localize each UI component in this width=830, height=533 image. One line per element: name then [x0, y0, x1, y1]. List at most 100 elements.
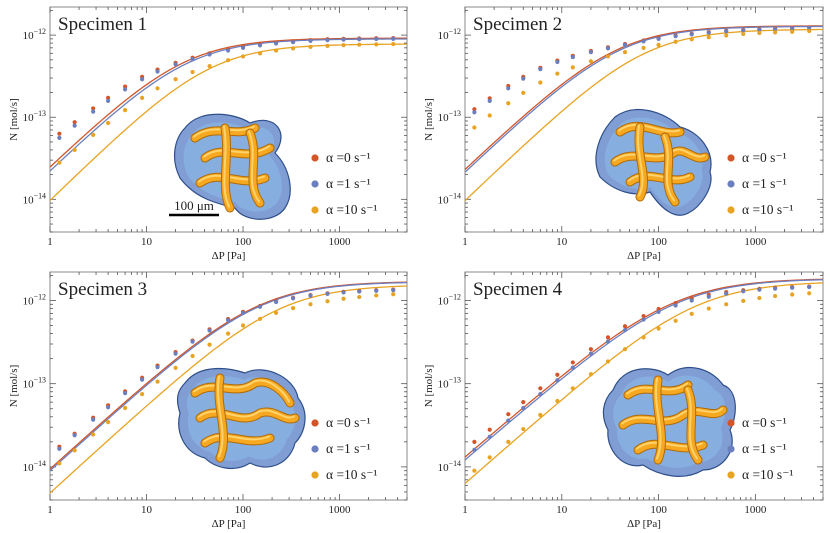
data-point-alpha-10: [641, 335, 646, 340]
data-point-alpha-10: [724, 302, 729, 307]
legend-label: α =1 s⁻¹: [326, 441, 371, 456]
data-point-alpha-10: [207, 342, 212, 347]
data-point-alpha-1: [357, 289, 362, 294]
data-point-alpha-10: [290, 306, 296, 311]
data-point-alpha-1: [741, 289, 746, 294]
channel-highlight: [198, 409, 295, 419]
channel-tube: [619, 406, 727, 429]
panel-title: Specimen 4: [473, 279, 563, 300]
data-point-alpha-10: [487, 455, 492, 460]
data-point-alpha-1: [605, 339, 611, 344]
data-point-alpha-1: [341, 37, 346, 42]
data-point-alpha-1: [757, 287, 762, 292]
fit-curve-alpha-10: [464, 28, 824, 202]
channel-highlight: [621, 407, 723, 425]
data-point-alpha-1: [472, 110, 477, 115]
channel-highlight: [628, 173, 690, 182]
data-point-alpha-10: [257, 316, 263, 322]
data-point-alpha-10: [123, 405, 128, 411]
legend-marker: [727, 206, 735, 214]
data-point-alpha-0: [506, 412, 511, 417]
data-point-alpha-10: [173, 365, 178, 370]
data-point-alpha-1: [225, 318, 231, 323]
channel-highlight: [637, 124, 644, 197]
data-point-alpha-1: [706, 30, 711, 35]
y-tick-label: 10−14: [438, 191, 461, 206]
x-tick-label: 1000: [744, 236, 767, 248]
legend-label: α =10 s⁻¹: [326, 467, 377, 482]
data-point-alpha-0: [487, 427, 492, 432]
specimen-rendering: [602, 366, 736, 477]
fit-curve-alpha-1: [49, 281, 408, 472]
data-point-alpha-10: [341, 43, 346, 48]
data-point-alpha-1: [555, 378, 560, 383]
x-tick-label: 10: [556, 504, 568, 516]
data-point-alpha-10: [472, 125, 477, 130]
plot-frame: [464, 271, 824, 501]
panel-specimen-3: 1 10 100 1000 10−14 10−13 10−12 ΔP [Pa] N [mol/s…: [8, 271, 408, 530]
panel-specimen-1: 1 10 100 1000 10−14 10−13 10−12 ΔP [Pa] N [mol/s…: [8, 6, 408, 262]
data-point-alpha-10: [106, 420, 111, 425]
data-point-alpha-1: [72, 433, 77, 438]
data-point-alpha-1: [173, 351, 178, 356]
data-point-alpha-0: [538, 386, 543, 391]
data-point-alpha-1: [225, 48, 231, 53]
y-axis-label: N [mol/s]: [423, 365, 435, 407]
channel-highlight: [248, 130, 260, 203]
data-point-alpha-1: [207, 52, 212, 57]
data-point-alpha-1: [773, 27, 778, 32]
panel-title: Specimen 1: [58, 14, 147, 35]
data-point-alpha-10: [706, 306, 711, 311]
data-point-alpha-10: [555, 398, 560, 404]
data-point-alpha-1: [673, 303, 678, 308]
x-tick-label: 1: [47, 504, 53, 516]
data-point-alpha-1: [325, 37, 330, 43]
data-point-alpha-1: [139, 77, 145, 82]
x-tick-label: 1000: [329, 236, 352, 248]
data-point-alpha-1: [570, 365, 575, 370]
panel-specimen-4: 1 10 100 1000 10−14 10−13 10−12 ΔP [Pa] N [mol/s…: [423, 271, 824, 530]
data-point-alpha-1: [641, 317, 646, 322]
plot-frame: [49, 271, 408, 501]
data-point-alpha-0: [570, 360, 575, 365]
legend-label: α =1 s⁻¹: [326, 176, 371, 191]
data-point-alpha-10: [588, 372, 594, 377]
data-point-alpha-1: [290, 296, 296, 301]
data-point-alpha-10: [207, 63, 212, 69]
legend-marker: [311, 419, 319, 427]
data-point-alpha-10: [741, 31, 746, 37]
data-point-alpha-10: [290, 46, 296, 51]
data-point-alpha-1: [656, 309, 661, 314]
data-point-alpha-1: [273, 41, 279, 46]
data-point-alpha-1: [374, 288, 379, 293]
x-tick-label: 1000: [744, 504, 767, 516]
data-point-alpha-1: [538, 67, 543, 72]
specimen-rendering: [176, 367, 306, 470]
data-point-alpha-10: [521, 426, 526, 432]
data-point-alpha-10: [757, 30, 762, 36]
data-point-alpha-10: [790, 292, 795, 297]
data-point-alpha-10: [391, 292, 396, 297]
data-point-alpha-0: [521, 400, 526, 405]
data-point-alpha-10: [357, 294, 362, 300]
legend-label: α =0 s⁻¹: [326, 150, 371, 165]
legend-marker: [727, 180, 735, 188]
x-tick-label: 1000: [329, 504, 352, 516]
plot-frame: [464, 6, 824, 233]
data-point-alpha-1: [190, 57, 195, 62]
data-point-alpha-1: [155, 365, 160, 370]
data-point-alpha-10: [257, 51, 263, 56]
data-point-alpha-10: [773, 30, 778, 35]
data-point-alpha-1: [290, 40, 296, 45]
data-point-alpha-10: [605, 54, 611, 59]
channel-highlight: [663, 134, 675, 202]
data-point-alpha-10: [357, 42, 362, 47]
data-point-alpha-10: [641, 45, 646, 50]
data-point-alpha-1: [790, 26, 795, 31]
data-point-alpha-10: [155, 86, 160, 91]
channel-highlight: [217, 375, 224, 458]
legend-marker: [727, 471, 735, 479]
data-point-alpha-0: [641, 313, 646, 319]
data-point-alpha-10: [273, 48, 279, 53]
channel-tube: [201, 433, 274, 447]
